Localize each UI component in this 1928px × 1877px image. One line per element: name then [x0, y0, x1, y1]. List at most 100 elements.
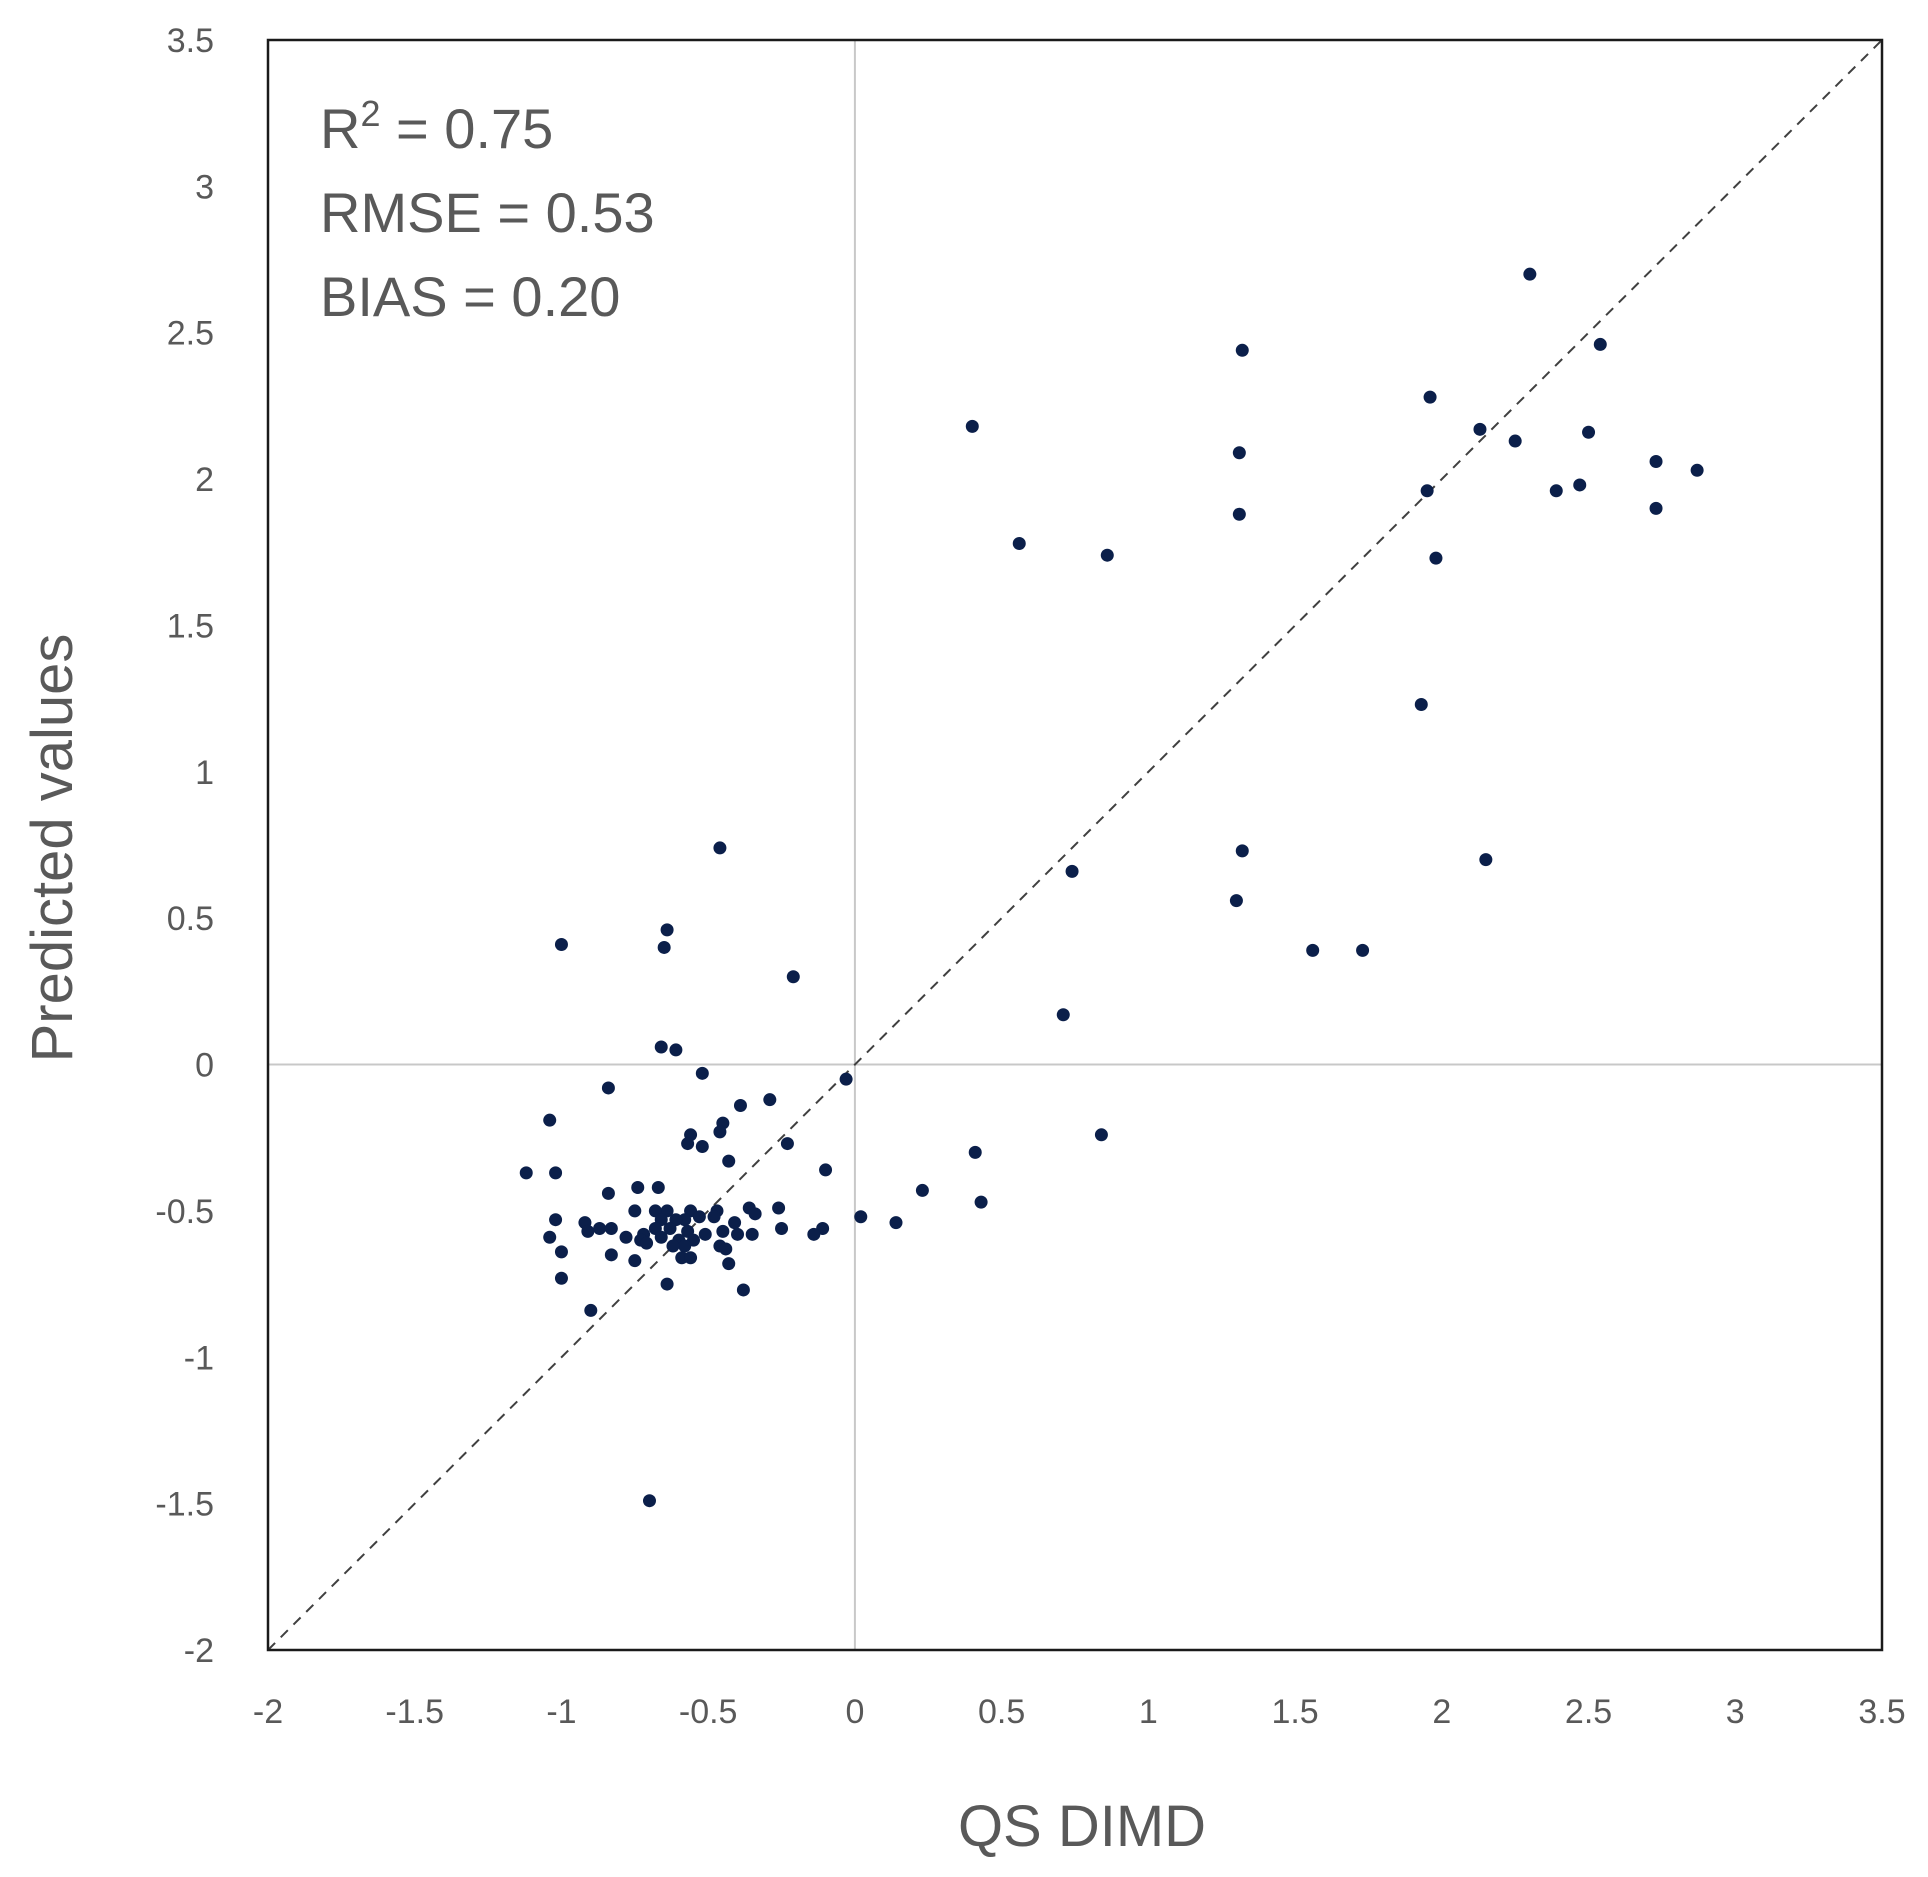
data-point [549, 1213, 563, 1227]
data-point [1523, 267, 1537, 281]
data-point [642, 1494, 656, 1508]
x-axis-tick-labels: -2 -1.5 -1 -0.5 0 0.5 1 1.5 2 2.5 3 3.5 [253, 1693, 1906, 1731]
zero-lines [268, 40, 1882, 1650]
data-point [807, 1227, 821, 1241]
data-point [1423, 390, 1437, 404]
data-point [1649, 455, 1663, 469]
data-point [1065, 864, 1079, 878]
data-point [1356, 943, 1370, 957]
data-point [731, 1227, 745, 1241]
x-axis-title: QS DIMD [958, 1794, 1206, 1859]
data-point [554, 1245, 568, 1259]
data-point [695, 1140, 709, 1154]
data-point [736, 1283, 750, 1297]
data-point [722, 1154, 736, 1168]
data-point [660, 1277, 674, 1291]
data-point [713, 1125, 727, 1139]
data-point [684, 1251, 698, 1265]
data-point [748, 1207, 762, 1221]
x-tick-label: 2 [1432, 1693, 1451, 1731]
data-point [1473, 422, 1487, 436]
data-point [1232, 507, 1246, 521]
y-tick-label: 0 [195, 1047, 214, 1085]
data-point [1056, 1008, 1070, 1022]
data-point [654, 1230, 668, 1244]
data-point [1429, 551, 1443, 565]
data-point [965, 419, 979, 433]
x-tick-label: 0.5 [978, 1693, 1025, 1731]
y-tick-label: 2 [195, 461, 214, 499]
data-point [889, 1216, 903, 1230]
data-point [786, 970, 800, 984]
y-axis-title: Predicted values [20, 634, 85, 1063]
bias-annotation: BIAS = 0.20 [320, 265, 620, 328]
x-tick-label: 3.5 [1858, 1693, 1905, 1731]
data-point [1232, 446, 1246, 460]
data-point [619, 1230, 633, 1244]
reference-line-group [267, 39, 1883, 1651]
y-tick-label: 2.5 [167, 315, 214, 353]
data-point [663, 1221, 677, 1235]
data-point [1649, 501, 1663, 515]
data-point [549, 1166, 563, 1180]
data-point [915, 1183, 929, 1197]
y-tick-label: 1 [195, 754, 214, 792]
data-point [733, 1099, 747, 1113]
x-tick-label: -0.5 [679, 1693, 738, 1731]
data-point [692, 1210, 706, 1224]
data-point [554, 1271, 568, 1285]
data-point [628, 1254, 642, 1268]
data-point [601, 1186, 615, 1200]
data-point [543, 1230, 557, 1244]
data-point [660, 923, 674, 937]
data-point [628, 1204, 642, 1218]
data-point [719, 1242, 733, 1256]
data-point [1235, 844, 1249, 858]
data-point [640, 1236, 654, 1250]
y-tick-label: -1 [184, 1339, 214, 1377]
x-tick-label: 1.5 [1271, 1693, 1318, 1731]
x-tick-label: -1 [546, 1693, 576, 1731]
data-point [669, 1043, 683, 1057]
y-tick-label: -0.5 [155, 1193, 214, 1231]
data-point [543, 1113, 557, 1127]
data-point [1420, 484, 1434, 498]
data-point [654, 1040, 668, 1054]
rmse-annotation: RMSE = 0.53 [320, 181, 655, 244]
y-tick-label: 0.5 [167, 900, 214, 938]
data-point [745, 1227, 759, 1241]
data-point [1094, 1128, 1108, 1142]
data-point [1582, 425, 1596, 439]
data-point [1690, 463, 1704, 477]
y-tick-label: -1.5 [155, 1486, 214, 1524]
data-point [1306, 943, 1320, 957]
data-point [519, 1166, 533, 1180]
data-point [1414, 697, 1428, 711]
data-point [974, 1195, 988, 1209]
data-point [716, 1224, 730, 1238]
data-points [519, 267, 1704, 1508]
data-point [968, 1145, 982, 1159]
data-point [604, 1248, 618, 1262]
y-tick-label: 1.5 [167, 607, 214, 645]
data-point [601, 1081, 615, 1095]
data-point [657, 940, 671, 954]
data-point [728, 1216, 742, 1230]
data-point [698, 1227, 712, 1241]
data-point [839, 1072, 853, 1086]
data-point [1100, 548, 1114, 562]
identity-reference-line [267, 39, 1883, 1651]
x-tick-label: 0 [845, 1693, 864, 1731]
x-tick-label: -2 [253, 1693, 283, 1731]
data-point [1573, 478, 1587, 492]
data-point [772, 1201, 786, 1215]
y-tick-label: 3 [195, 168, 214, 206]
y-axis-tick-labels: -2 -1.5 -1 -0.5 0 0.5 1 1.5 2 2.5 3 3.5 [155, 22, 214, 1670]
data-point [584, 1303, 598, 1317]
y-tick-label: 3.5 [167, 22, 214, 60]
data-point [713, 841, 727, 855]
data-point [819, 1163, 833, 1177]
plot-area-border [266, 38, 1884, 1652]
